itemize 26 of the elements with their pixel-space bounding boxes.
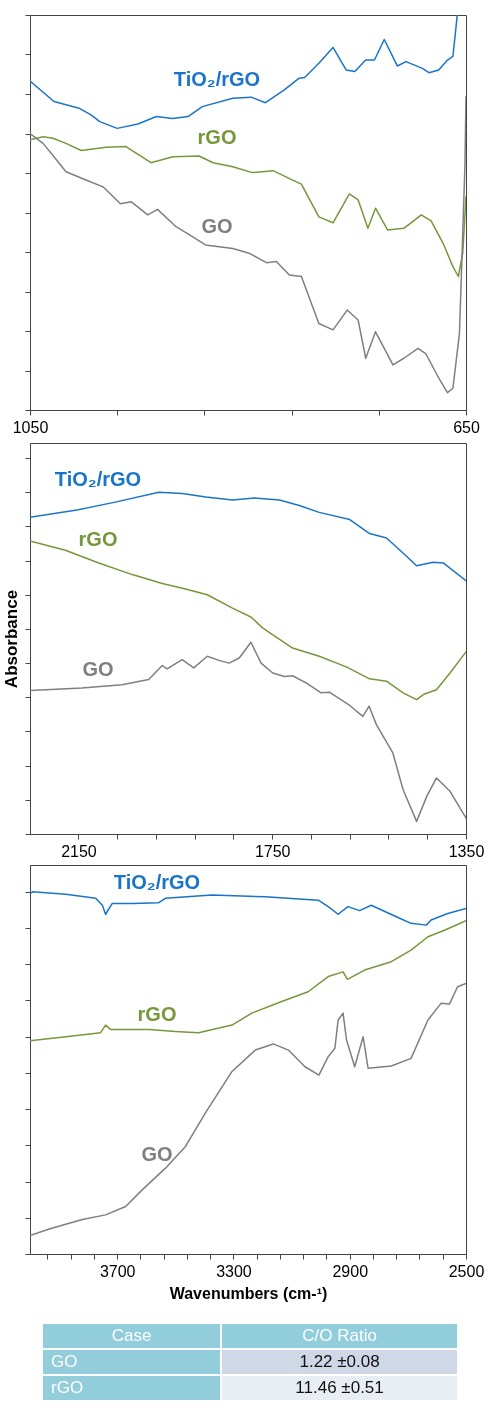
x-tick-label: 2900 — [332, 1262, 369, 1280]
series-label: TiO₂/rGO — [54, 468, 142, 490]
series-label: GO — [82, 658, 114, 680]
x-tick-label: 3300 — [216, 1262, 252, 1280]
x-tick-label: 1350 — [448, 842, 485, 860]
text: C/O Ratio — [222, 1324, 457, 1348]
y-axis-title: Absorbance — [2, 589, 21, 689]
x-tick-label: 2150 — [61, 842, 97, 860]
x-tick-label: 1750 — [254, 842, 291, 860]
text: 1.22 ±0.08 — [222, 1350, 457, 1374]
text: Case — [43, 1324, 221, 1348]
x-tick-label: 3700 — [99, 1262, 136, 1280]
series-label: rGO — [78, 528, 118, 550]
text: 11.46 ±0.51 — [222, 1376, 457, 1400]
series-label: TiO₂/rGO — [173, 68, 261, 90]
text: rGO — [43, 1376, 221, 1400]
x-tick-label: 2500 — [448, 1262, 485, 1280]
series-label: GO — [201, 215, 233, 237]
series-label: rGO — [137, 1003, 177, 1025]
x-axis-title: Wavenumbers (cm-¹) — [169, 1284, 328, 1302]
series-label: rGO — [197, 126, 237, 148]
text: GO — [43, 1350, 221, 1374]
x-tick-label: 650 — [453, 418, 480, 436]
x-tick-label: 1050 — [12, 418, 49, 436]
series-label: TiO₂/rGO — [113, 871, 201, 893]
series-label: GO — [141, 1143, 173, 1165]
